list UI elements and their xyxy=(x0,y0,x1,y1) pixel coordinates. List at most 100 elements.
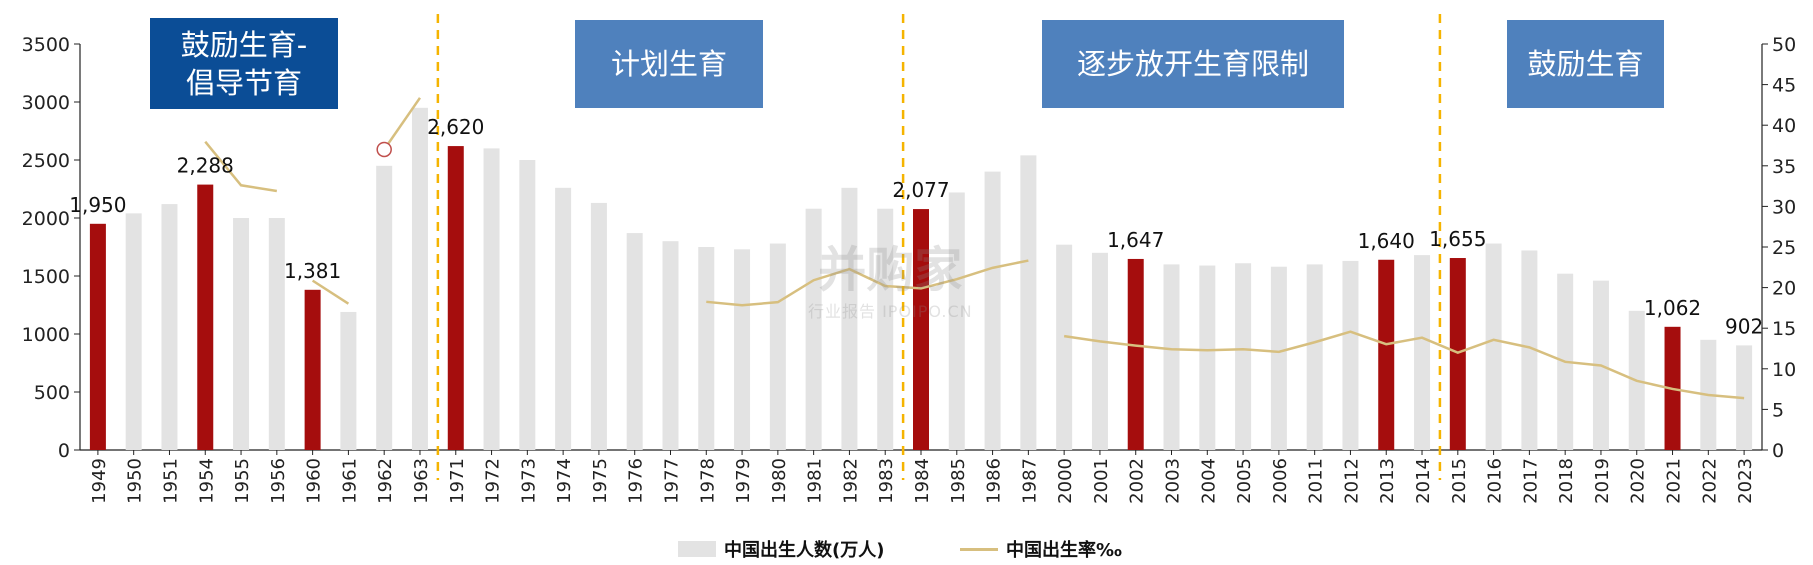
x-tick-label: 1962 xyxy=(375,458,396,504)
rate-line-segment xyxy=(311,279,350,305)
bar xyxy=(734,249,751,450)
bar xyxy=(340,311,357,450)
x-tick-label: 2000 xyxy=(1055,458,1076,504)
data-label: 1,647 xyxy=(1107,228,1164,252)
bar xyxy=(125,213,142,450)
x-tick-label: 1963 xyxy=(411,458,432,504)
x-tick-label: 2014 xyxy=(1413,458,1434,504)
x-tick-label: 2019 xyxy=(1592,458,1613,504)
bar xyxy=(89,223,106,450)
watermark-main: 并购家 xyxy=(818,242,963,298)
x-tick-label: 1986 xyxy=(984,458,1005,504)
x-tick-labels: 1949 1950 1951 1954 1955 1956 1960 1961 1962 1963… xyxy=(89,458,1756,504)
bar xyxy=(1306,264,1323,450)
bar xyxy=(161,204,178,450)
data-label: 1,655 xyxy=(1429,227,1486,251)
x-tick-label: 1974 xyxy=(554,458,575,504)
legend-item-births: 中国出生人数(万人) xyxy=(678,536,884,562)
x-tick-label: 1961 xyxy=(339,458,360,504)
bar xyxy=(590,202,607,450)
x-tick-label: 1985 xyxy=(948,458,969,504)
x-tick-label: 2005 xyxy=(1234,458,1255,504)
bar xyxy=(1378,259,1395,450)
watermark: 并购家 行业报告 IPOIPO.CN xyxy=(808,242,973,322)
data-label: 1,640 xyxy=(1358,229,1415,253)
x-tick-label: 1981 xyxy=(805,458,826,504)
y-right-tick-label: 10 xyxy=(1772,359,1796,381)
policy-box-encourage-1: 鼓励生育- 倡导节育 xyxy=(150,18,338,109)
y-left-tick-label: 3500 xyxy=(22,34,70,56)
x-tick-label: 2018 xyxy=(1556,458,1577,504)
rate-line-segment xyxy=(1063,330,1745,400)
bar xyxy=(1091,252,1108,450)
bar xyxy=(1342,260,1359,450)
bar xyxy=(555,187,572,450)
legend-label-rate: 中国出生率‰ xyxy=(1006,540,1122,561)
y-right-tick-label: 45 xyxy=(1772,75,1796,97)
x-tick-label: 1978 xyxy=(697,458,718,504)
y-right-tick-label: 20 xyxy=(1772,278,1796,300)
bar xyxy=(1485,243,1502,450)
bar xyxy=(447,146,464,450)
bar xyxy=(1449,258,1466,450)
rate-line-segment xyxy=(706,259,1029,307)
y-left-tick-label: 1500 xyxy=(22,266,70,288)
x-tick-label: 1955 xyxy=(232,458,253,504)
bar xyxy=(1127,258,1144,450)
bar xyxy=(1199,265,1216,450)
y-right-tick-label: 15 xyxy=(1772,318,1796,340)
x-tick-label: 1984 xyxy=(912,458,933,504)
bar xyxy=(698,247,715,450)
bar xyxy=(626,233,643,450)
y-left-tick-label: 0 xyxy=(58,440,70,462)
y-right-tick-label: 50 xyxy=(1772,34,1796,56)
x-tick-label: 2013 xyxy=(1377,458,1398,504)
x-tick-label: 2002 xyxy=(1127,458,1148,504)
policy-box-text: 鼓励生育 xyxy=(1527,47,1644,81)
bar xyxy=(948,192,965,451)
x-tick-label: 1972 xyxy=(483,458,504,504)
y-left-tick-label: 1000 xyxy=(22,324,70,346)
x-tick-label: 1982 xyxy=(840,458,861,504)
x-tick-label: 2021 xyxy=(1664,458,1685,504)
x-tick-label: 2004 xyxy=(1198,458,1219,504)
bar xyxy=(877,208,894,450)
bar xyxy=(233,218,250,450)
rate-line-segment xyxy=(383,97,422,151)
y-right-tick-label: 40 xyxy=(1772,115,1796,137)
x-tick-label: 1980 xyxy=(769,458,790,504)
data-label: 1,950 xyxy=(69,193,126,217)
bar xyxy=(197,184,214,451)
policy-box-encourage-2: 鼓励生育 xyxy=(1507,20,1664,108)
bar xyxy=(913,209,929,450)
y-left-tick-labels: 0 500 1000 1500 2000 2500 3000 3500 xyxy=(22,34,70,462)
data-label: 902 xyxy=(1725,314,1763,338)
policy-box-text: 逐步放开生育限制 xyxy=(1076,47,1309,81)
y-right-tick-label: 0 xyxy=(1772,440,1784,462)
data-label: 2,077 xyxy=(892,178,949,202)
y-left-tick-label: 2500 xyxy=(22,150,70,172)
policy-box-text: 鼓励生育- 倡导节育 xyxy=(180,27,308,100)
bar xyxy=(662,241,679,450)
x-tick-label: 2020 xyxy=(1628,458,1649,504)
legend-item-rate: 中国出生率‰ xyxy=(960,536,1122,562)
bar xyxy=(1414,255,1431,450)
bar xyxy=(1270,266,1287,450)
rate-point-marker xyxy=(376,141,392,158)
bar xyxy=(1235,263,1252,450)
policy-box-relaxing: 逐步放开生育限制 xyxy=(1042,20,1344,108)
bar xyxy=(984,171,1001,450)
bar xyxy=(769,243,786,450)
bar xyxy=(268,218,285,450)
y-right-tick-label: 5 xyxy=(1772,399,1784,421)
x-tick-label: 2006 xyxy=(1270,458,1291,504)
x-tick-label: 1960 xyxy=(304,458,325,504)
y-right-tick-label: 35 xyxy=(1772,156,1796,178)
x-tick-label: 1983 xyxy=(876,458,897,504)
birth-rate-line xyxy=(204,97,1745,400)
bar xyxy=(376,165,393,451)
y-right-tick-label: 25 xyxy=(1772,237,1796,259)
x-tick-label: 1971 xyxy=(447,458,468,504)
bar xyxy=(411,107,428,451)
